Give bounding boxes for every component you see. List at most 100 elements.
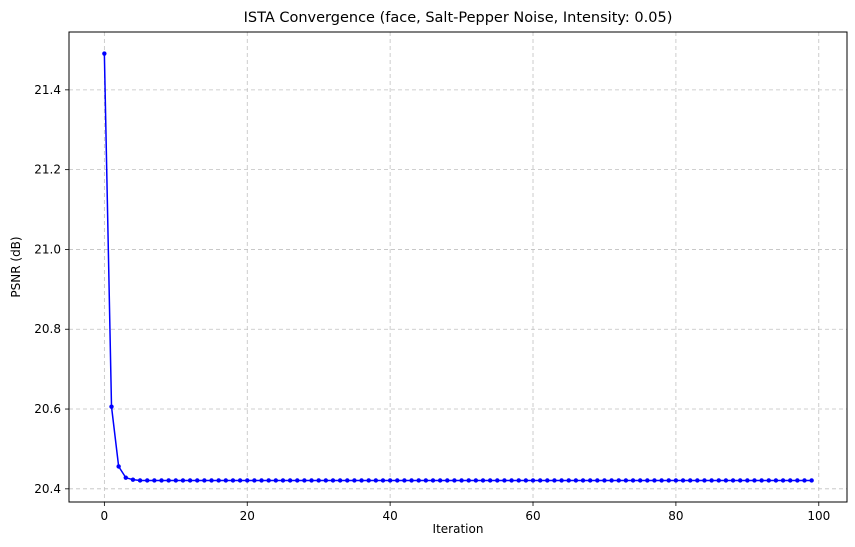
data-point <box>316 478 321 483</box>
data-point <box>309 478 314 483</box>
data-point <box>102 51 107 56</box>
x-tick-label: 60 <box>525 509 540 523</box>
data-point <box>795 478 800 483</box>
data-point <box>652 478 657 483</box>
data-point <box>123 475 128 480</box>
data-point <box>673 478 679 483</box>
data-point <box>380 478 386 483</box>
data-point <box>395 478 400 483</box>
data-point <box>566 478 571 483</box>
data-point <box>445 478 450 483</box>
data-point <box>687 478 693 483</box>
data-point <box>759 478 764 483</box>
data-point <box>223 478 229 483</box>
data-point <box>666 478 671 483</box>
data-point <box>152 478 157 483</box>
y-tick-label: 21.2 <box>34 163 61 177</box>
data-point <box>345 478 350 483</box>
data-point <box>230 478 236 483</box>
data-point <box>259 478 264 483</box>
data-point <box>580 478 586 483</box>
data-point <box>780 478 786 483</box>
data-point <box>202 478 207 483</box>
x-tick-label: 40 <box>382 509 397 523</box>
y-tick-label: 21.0 <box>34 242 61 256</box>
data-point <box>187 478 193 483</box>
y-axis-label: PSNR (dB) <box>9 236 23 297</box>
data-point <box>423 478 429 483</box>
data-point <box>487 478 493 483</box>
data-point <box>137 478 143 483</box>
data-point <box>366 478 371 483</box>
plot-frame <box>68 31 848 503</box>
data-point <box>245 478 250 483</box>
data-point <box>216 478 221 483</box>
data-point <box>766 478 771 483</box>
data-point <box>623 478 629 483</box>
data-point <box>387 478 393 483</box>
data-point <box>495 478 500 483</box>
data-point <box>630 478 636 483</box>
data-point <box>595 478 600 483</box>
data-point <box>473 478 479 483</box>
data-point <box>402 478 407 483</box>
data-point <box>559 478 564 483</box>
data-point <box>237 478 243 483</box>
data-point <box>730 478 736 483</box>
series-line <box>103 53 812 482</box>
data-point <box>587 478 593 483</box>
data-point <box>537 478 543 483</box>
data-point <box>737 478 743 483</box>
data-point <box>280 478 286 483</box>
data-point <box>109 404 114 409</box>
data-point <box>359 478 364 483</box>
y-tick-label: 20.4 <box>34 482 61 496</box>
data-point <box>509 478 514 483</box>
data-point <box>552 478 557 483</box>
data-point <box>502 478 507 483</box>
data-point <box>373 478 379 483</box>
data-point <box>159 478 164 483</box>
data-point <box>430 478 436 483</box>
data-point <box>680 478 686 483</box>
y-tick-label: 21.4 <box>34 83 61 97</box>
data-point <box>323 478 329 483</box>
data-point <box>252 478 257 483</box>
grid <box>69 32 847 502</box>
data-point <box>459 478 464 483</box>
data-point <box>302 478 307 483</box>
x-tick-label: 80 <box>668 509 683 523</box>
data-point <box>173 478 179 483</box>
x-tick-label: 0 <box>101 509 109 523</box>
data-point <box>752 478 757 483</box>
data-point <box>616 478 621 483</box>
data-point <box>609 478 614 483</box>
x-tick-label: 20 <box>240 509 255 523</box>
data-point <box>645 478 650 483</box>
data-point <box>466 478 471 483</box>
x-axis-ticks: 0 20 40 60 80 100 <box>101 502 830 523</box>
data-point <box>523 478 529 483</box>
data-point <box>437 478 443 483</box>
data-point <box>745 478 750 483</box>
data-point <box>637 478 643 483</box>
data-point <box>480 478 486 483</box>
y-axis-ticks: 20.4 20.6 20.8 21.0 21.2 21.4 <box>34 83 69 496</box>
y-tick-label: 20.8 <box>34 322 61 336</box>
data-point <box>773 478 779 483</box>
data-point <box>209 478 214 483</box>
data-point <box>695 478 700 483</box>
data-point <box>530 478 536 483</box>
data-point <box>802 478 807 483</box>
data-point <box>452 478 457 483</box>
data-point <box>709 478 714 483</box>
data-point <box>266 478 271 483</box>
data-point <box>516 478 521 483</box>
data-point <box>809 478 814 483</box>
data-point <box>716 478 721 483</box>
data-point <box>659 478 664 483</box>
data-point <box>166 478 171 483</box>
data-point <box>295 478 300 483</box>
data-point <box>788 478 793 483</box>
x-tick-label: 100 <box>807 509 830 523</box>
